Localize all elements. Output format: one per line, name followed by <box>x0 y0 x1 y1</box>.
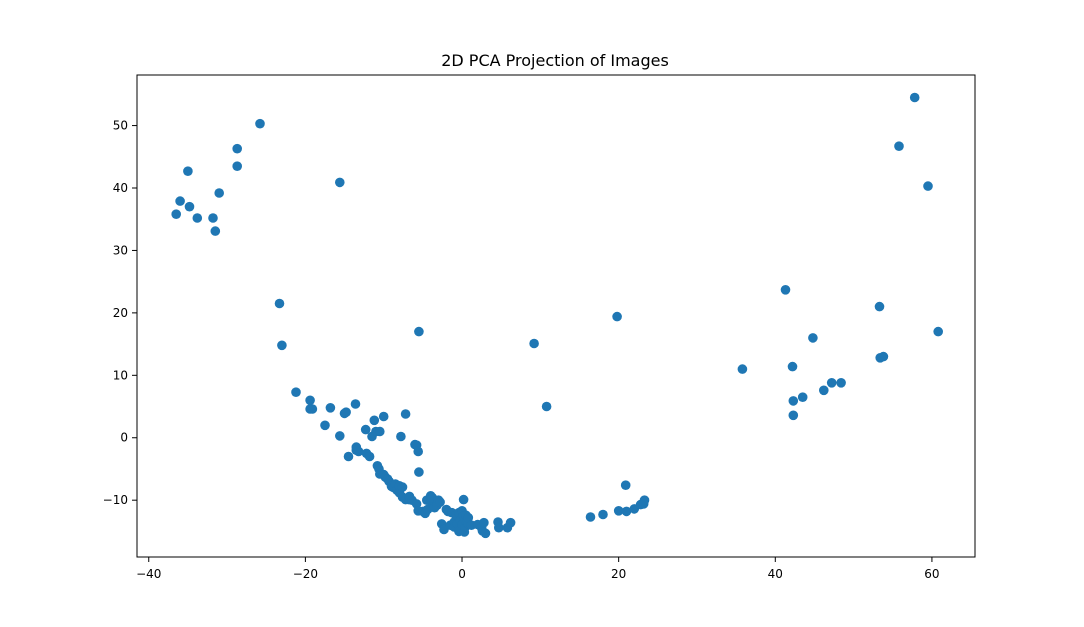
scatter-point <box>819 385 829 396</box>
y-tick-label: −10 <box>103 493 128 507</box>
scatter-point <box>171 209 181 219</box>
scatter-point <box>192 213 203 223</box>
scatter-point <box>780 285 791 295</box>
scatter-point <box>621 506 632 517</box>
scatter-point <box>305 395 315 406</box>
axis-ticks: −40 −20 0 20 40 60 −10 0 10 20 30 40 50 <box>103 119 940 581</box>
scatter-point <box>208 213 218 223</box>
scatter-point <box>183 166 193 176</box>
scatter-point <box>933 326 943 337</box>
scatter-point <box>458 494 469 505</box>
scatter-point <box>341 407 351 418</box>
scatter-point <box>505 517 516 528</box>
scatter-point <box>613 506 624 516</box>
scatter-point <box>378 411 389 422</box>
scatter-point <box>307 404 318 414</box>
scatter-point <box>826 378 837 388</box>
y-tick-label: 50 <box>113 119 128 133</box>
scatter-point <box>210 226 221 236</box>
scatter-point <box>350 399 361 409</box>
scatter-point <box>277 340 287 351</box>
scatter-point <box>364 451 375 462</box>
scatter-point <box>325 403 336 413</box>
scatter-point <box>585 512 596 522</box>
scatter-point <box>291 387 301 398</box>
scatter-point <box>494 522 504 533</box>
scatter-point <box>274 298 285 309</box>
y-tick-label: 40 <box>113 181 128 195</box>
y-tick-label: 0 <box>120 431 128 445</box>
scatter-point <box>874 301 885 312</box>
scatter-point <box>836 378 846 388</box>
x-tick-label: 40 <box>768 567 783 581</box>
scatter-point <box>529 338 539 349</box>
scatter-points <box>171 92 943 539</box>
scatter-point <box>320 420 330 431</box>
scatter-point <box>175 196 185 206</box>
scatter-point <box>620 480 631 491</box>
scatter-point <box>343 451 354 462</box>
scatter-point <box>232 161 242 171</box>
scatter-point <box>351 445 362 456</box>
scatter-point <box>335 431 345 441</box>
scatter-point <box>396 431 406 442</box>
scatter-point <box>360 424 371 435</box>
x-tick-label: 20 <box>611 567 626 581</box>
y-tick-label: 30 <box>113 243 128 257</box>
scatter-point <box>397 482 408 492</box>
scatter-point <box>255 118 265 129</box>
x-tick-label: 0 <box>458 567 466 581</box>
scatter-point <box>788 410 799 421</box>
scatter-point <box>479 517 489 528</box>
scatter-point <box>612 311 622 322</box>
scatter-point <box>463 512 474 523</box>
scatter-point <box>788 396 799 406</box>
scatter-point <box>480 528 491 539</box>
scatter-point <box>413 446 424 457</box>
plot-frame <box>136 74 976 558</box>
x-tick-label: −40 <box>136 567 161 581</box>
scatter-point <box>923 181 933 191</box>
scatter-point <box>737 364 748 374</box>
scatter-point <box>878 351 889 362</box>
scatter-point <box>598 509 608 520</box>
scatter-point <box>797 392 808 403</box>
scatter-point <box>414 326 424 337</box>
scatter-point <box>541 401 552 412</box>
scatter-point <box>184 201 195 212</box>
x-tick-label: 60 <box>924 567 939 581</box>
y-tick-label: 20 <box>113 306 128 320</box>
scatter-point <box>214 188 224 198</box>
scatter-point <box>909 92 920 103</box>
chart-title: 2D PCA Projection of Images <box>441 51 669 70</box>
scatter-point <box>638 499 649 509</box>
scatter-point <box>414 467 424 477</box>
scatter-point <box>787 361 798 372</box>
scatter-point <box>369 415 380 426</box>
scatter-point <box>375 426 385 437</box>
scatter-point <box>435 497 445 507</box>
scatter-point <box>335 177 345 188</box>
x-tick-label: −20 <box>293 567 318 581</box>
y-tick-label: 10 <box>113 368 128 382</box>
scatter-point <box>808 333 818 343</box>
scatter-point <box>894 141 904 151</box>
scatter-point <box>400 409 411 419</box>
scatter-point <box>232 143 242 154</box>
